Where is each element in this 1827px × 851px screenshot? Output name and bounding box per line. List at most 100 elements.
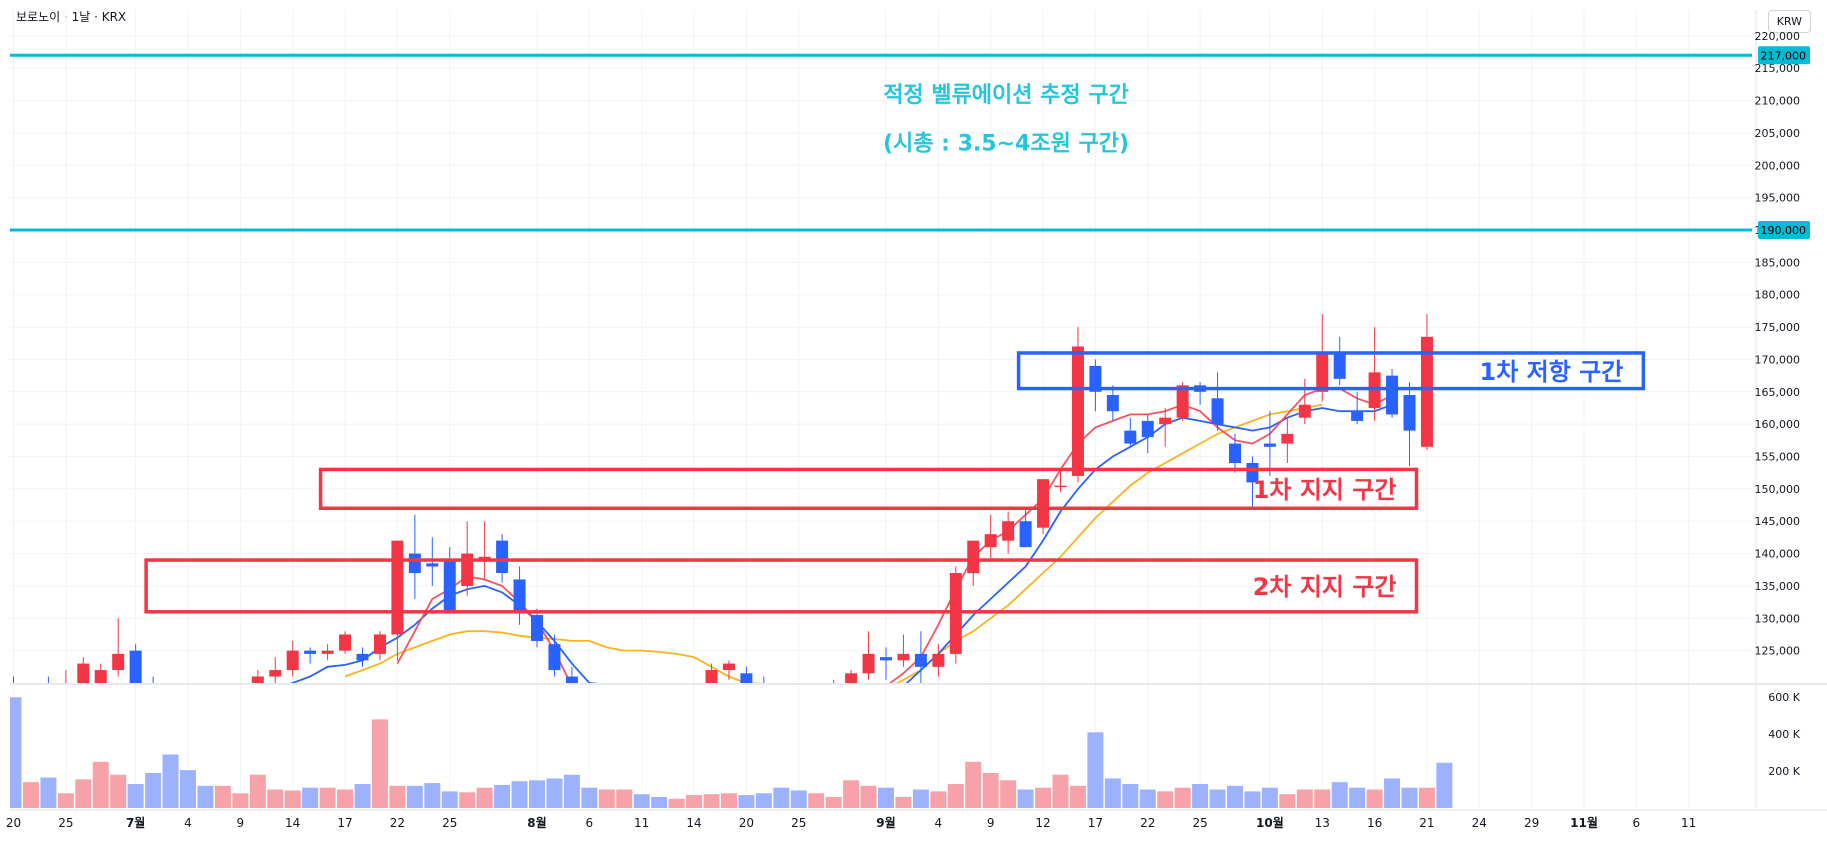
ma10-line (290, 403, 1393, 683)
price-tick-label: 210,000 (1755, 95, 1801, 108)
time-tick-label: 16 (1367, 816, 1382, 830)
candle-body (1019, 521, 1032, 548)
candle (321, 644, 334, 661)
currency-selector[interactable]: KRW (1767, 10, 1811, 33)
candle-body (426, 563, 439, 567)
candle (1351, 391, 1364, 425)
volume-bar (1104, 778, 1121, 808)
candle (443, 547, 456, 612)
candle-body (356, 653, 369, 661)
candle-body (1054, 485, 1067, 488)
price-pane: 적정 벨류에이션 추정 구간 (시총 : 3.5~4조원 구간) 1차 저항 구간 1… (10, 53, 1752, 734)
volume-bar (1087, 732, 1104, 808)
volume-bar (1122, 784, 1139, 808)
volume-tick-label: 400 K (1768, 728, 1800, 741)
candle-body (740, 673, 753, 683)
candle-body (897, 653, 910, 661)
volume-bar (92, 761, 109, 808)
candle (1403, 382, 1416, 467)
time-tick-label: 21 (1419, 816, 1434, 830)
time-tick-label: 14 (686, 816, 701, 830)
time-tick-label: 25 (791, 816, 806, 830)
candle (1159, 407, 1172, 447)
candle-body (217, 722, 229, 725)
candle (25, 683, 37, 709)
volume-bar (424, 783, 441, 808)
candle-body (1386, 375, 1399, 415)
time-tick-label: 22 (390, 816, 405, 830)
volume-pane (10, 697, 1453, 808)
candle (1229, 433, 1241, 473)
time-tick-label: 22 (1140, 816, 1155, 830)
volume-bar (1366, 789, 1383, 808)
volume-bar (1035, 787, 1052, 808)
candle-body (373, 634, 386, 654)
volume-bar (843, 780, 860, 808)
candle-body (129, 650, 142, 683)
volume-bar (616, 789, 633, 808)
candle-body (565, 676, 578, 683)
time-tick-label: 12 (1035, 816, 1050, 830)
candle (356, 647, 369, 667)
candle-body (828, 683, 840, 699)
candles (13, 314, 1433, 734)
candle-body (531, 615, 543, 641)
time-tick-label: 9월 (876, 815, 895, 830)
candle-body (810, 699, 822, 709)
candle-body (1141, 420, 1154, 438)
candle-body (1281, 433, 1294, 444)
volume-bar (686, 795, 703, 808)
candle (1071, 327, 1084, 483)
candle (217, 715, 229, 734)
grid (10, 10, 1752, 808)
time-tick-label: 10월 (1256, 815, 1284, 830)
candle-body (845, 673, 858, 683)
candle-body (671, 709, 683, 719)
candle-body (391, 540, 404, 635)
time-tick-label: 25 (1192, 816, 1207, 830)
candle-body (1229, 443, 1241, 463)
volume-bar (267, 789, 284, 808)
candle-body (1403, 395, 1416, 431)
candle (1002, 511, 1015, 554)
price-tick-label: 180,000 (1755, 289, 1801, 302)
candle-body (548, 644, 561, 671)
candle (47, 676, 49, 683)
candle-body (932, 653, 945, 667)
time-tick-label: 29 (1524, 816, 1539, 830)
resistance-1-box (1016, 351, 1646, 391)
volume-bar (1349, 787, 1366, 808)
volume-bar (197, 785, 214, 808)
level-tag-bg (1758, 221, 1810, 240)
volume-bar (180, 770, 196, 808)
price-tick-label: 195,000 (1755, 192, 1801, 205)
price-tick-label: 220,000 (1755, 30, 1801, 43)
candle (251, 670, 264, 683)
price-axis: 125,000 130,000 135,000 140,000 145,000 150,0… (1755, 30, 1801, 658)
candle (1089, 359, 1102, 412)
volume-bar (1000, 780, 1017, 808)
candle-body (862, 653, 875, 674)
candle (845, 670, 858, 683)
price-tick-label: 130,000 (1755, 612, 1801, 625)
candle-body (1176, 385, 1189, 418)
volume-bar (1052, 774, 1069, 808)
time-tick-label: 11 (1681, 816, 1696, 830)
time-tick-label: 25 (442, 816, 457, 830)
volume-bar (930, 791, 947, 808)
candle-body (1333, 352, 1346, 379)
price-tick-label: 205,000 (1755, 127, 1801, 140)
volume-bar (1314, 789, 1331, 808)
candle (94, 663, 107, 683)
volume-bar (703, 794, 720, 808)
volume-bar (581, 787, 598, 808)
volume-bar (75, 779, 92, 808)
level-price-tag: 217,000 (1758, 46, 1810, 65)
candle (286, 640, 299, 677)
volume-bar (162, 754, 179, 808)
volume-bar (651, 796, 668, 808)
volume-bar (145, 772, 162, 808)
time-tick-label: 9 (237, 816, 245, 830)
candle (199, 709, 211, 732)
